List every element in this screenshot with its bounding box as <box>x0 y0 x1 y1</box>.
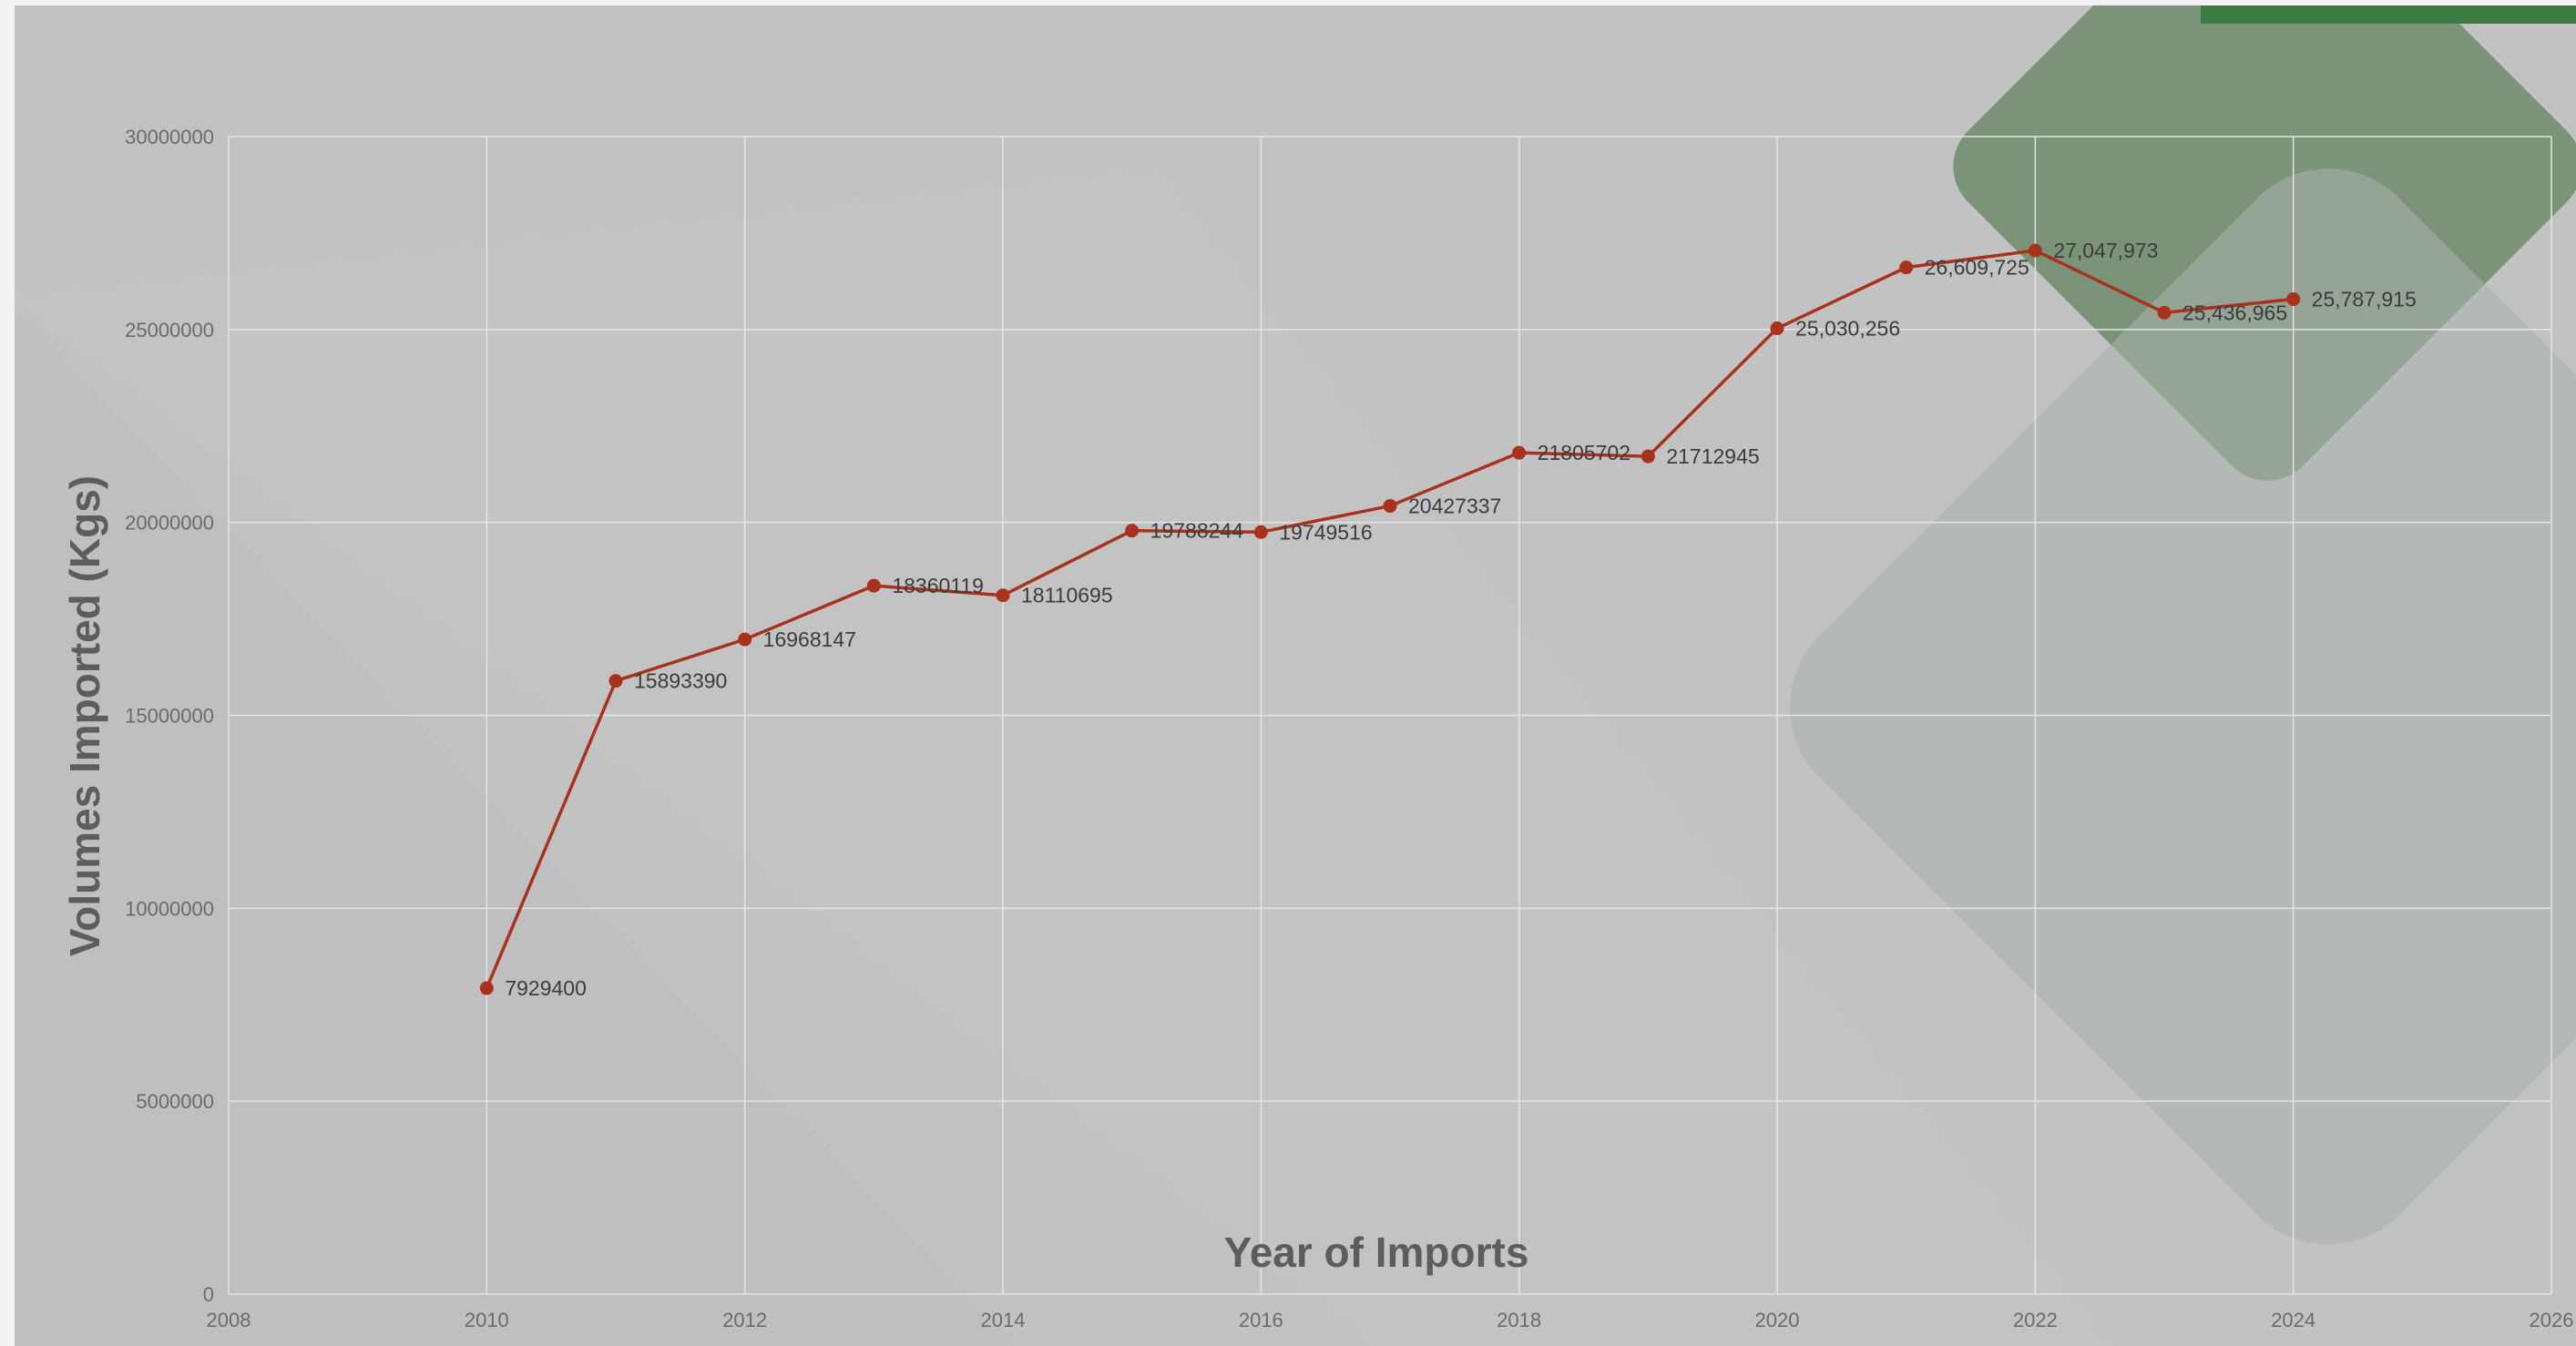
y-tick-label: 5000000 <box>136 1090 214 1113</box>
y-tick-label: 25000000 <box>125 319 214 342</box>
y-tick-label: 30000000 <box>125 126 214 148</box>
data-point <box>1899 260 1914 275</box>
data-label: 19749516 <box>1279 520 1372 544</box>
y-tick-label: 15000000 <box>125 705 214 728</box>
data-label: 25,030,256 <box>1795 317 1900 341</box>
x-tick-label: 2018 <box>1497 1309 1541 1331</box>
data-point <box>2286 291 2301 306</box>
x-tick-label: 2020 <box>1755 1309 1800 1331</box>
data-label: 15893390 <box>634 669 727 693</box>
background-decoration <box>15 5 2576 1346</box>
data-label: 20427337 <box>1408 495 1501 518</box>
y-tick-label: 20000000 <box>125 512 214 535</box>
data-point <box>866 578 881 593</box>
x-tick-label: 2012 <box>722 1309 767 1331</box>
x-axis-title: Year of Imports <box>1224 1229 1529 1276</box>
slide-background: 2008 2010 2012 2014 2016 2018 2020 2022 2024 2026… <box>15 5 2576 1346</box>
series-layer: 7929400 15893390 16968147 18360119 18110695 1… <box>479 239 2417 1000</box>
data-label: 25,787,915 <box>2312 287 2417 311</box>
x-tick-label: 2008 <box>207 1309 251 1331</box>
tick-labels: 2008 2010 2012 2014 2016 2018 2020 2022 2024 2026… <box>125 126 2573 1331</box>
y-tick-label: 0 <box>203 1283 214 1306</box>
data-label: 25,436,965 <box>2182 301 2287 324</box>
data-label: 7929400 <box>505 976 587 1000</box>
data-point <box>738 632 752 647</box>
data-point <box>479 981 494 995</box>
data-label: 27,047,973 <box>2053 239 2158 262</box>
data-label: 18110695 <box>1021 584 1113 607</box>
x-tick-label: 2010 <box>465 1309 509 1331</box>
x-tick-label: 2026 <box>2530 1309 2574 1331</box>
data-label: 26,609,725 <box>1925 256 2029 280</box>
data-label: 19788244 <box>1150 519 1244 543</box>
data-point <box>1770 321 1784 336</box>
x-tick-label: 2024 <box>2271 1309 2315 1331</box>
data-label: 16968147 <box>763 627 856 651</box>
data-point <box>1641 449 1655 464</box>
data-point <box>1383 499 1397 514</box>
x-tick-label: 2016 <box>1239 1309 1283 1331</box>
line-chart: 2008 2010 2012 2014 2016 2018 2020 2022 2024 2026… <box>15 5 2576 1346</box>
x-tick-label: 2022 <box>2013 1309 2058 1331</box>
data-point <box>1125 524 1140 538</box>
x-tick-label: 2014 <box>981 1309 1026 1331</box>
data-label: 21712945 <box>1666 444 1759 468</box>
data-point <box>608 674 623 688</box>
data-point <box>1253 525 1268 539</box>
data-point <box>996 588 1010 603</box>
y-axis-title: Volumes Imported (Kgs) <box>61 475 108 956</box>
data-point <box>1512 445 1527 460</box>
data-point <box>2028 243 2042 258</box>
data-point <box>2157 305 2172 320</box>
data-label: 18360119 <box>892 574 984 597</box>
y-tick-label: 10000000 <box>125 897 214 920</box>
data-label: 21805702 <box>1538 441 1630 464</box>
